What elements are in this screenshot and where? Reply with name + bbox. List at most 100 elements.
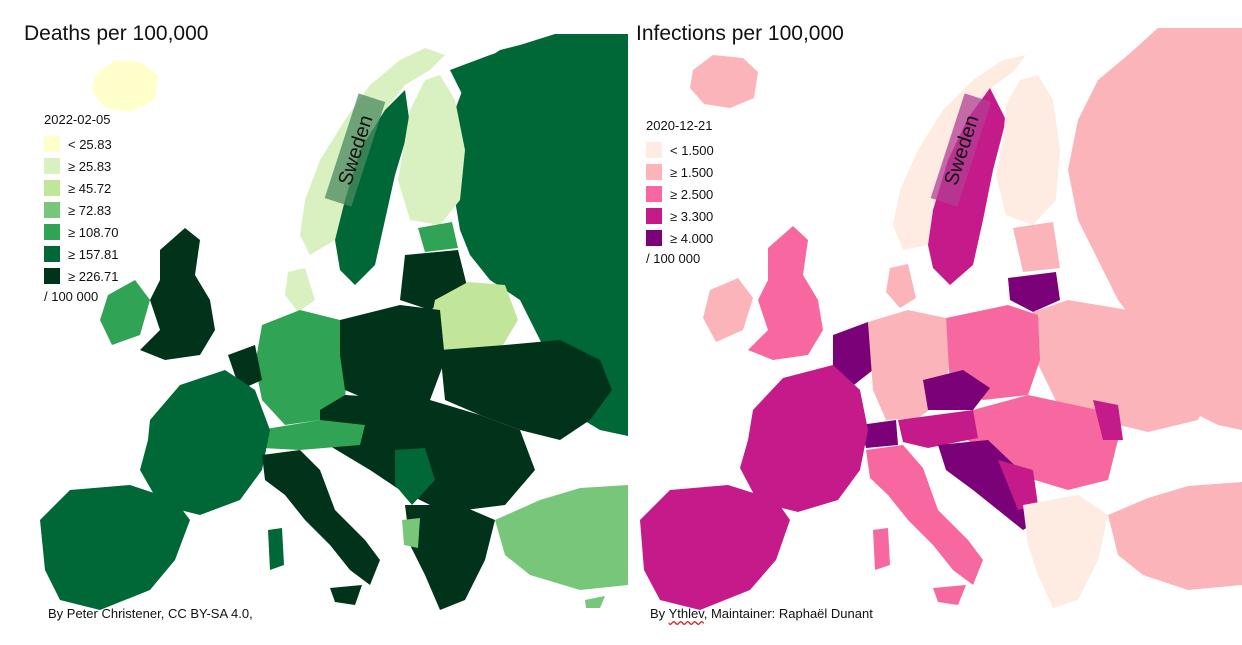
deaths-legend-label: ≥ 108.70	[68, 224, 119, 240]
deaths-legend: 2022-02-05 < 25.83 ≥ 25.83 ≥ 45.72 ≥ 72.83 ≥…	[44, 112, 119, 304]
region-austria	[260, 420, 365, 450]
region-france	[740, 365, 868, 512]
credit-suffix: , Maintainer: Raphaël Dunant	[703, 606, 873, 621]
infections-legend-swatch	[646, 164, 662, 180]
region-belarus	[430, 282, 518, 350]
region-italy	[866, 445, 983, 585]
region-uk	[140, 228, 215, 360]
region-sardinia	[268, 528, 284, 570]
deaths-legend-item: ≥ 157.81	[44, 243, 119, 265]
region-north-russia	[450, 45, 535, 110]
deaths-legend-item: ≥ 108.70	[44, 221, 119, 243]
region-turkey	[1108, 482, 1242, 590]
infections-map: Sweden	[640, 28, 1242, 610]
infections-legend-label: < 1.500	[670, 142, 714, 158]
region-norway	[893, 55, 1026, 250]
region-macedonia	[402, 518, 420, 548]
region-austria	[898, 410, 978, 448]
region-belarus-ukraine	[1033, 300, 1218, 432]
infections-legend: 2020-12-21 < 1.500 ≥ 1.500 ≥ 2.500 ≥ 3.300 ≥…	[646, 118, 714, 266]
region-uk	[748, 226, 823, 360]
deaths-legend-swatch	[44, 136, 60, 152]
deaths-legend-label: ≥ 45.72	[68, 180, 112, 196]
region-iberia	[640, 485, 790, 610]
infections-map-credit: By Ythlev, Maintainer: Raphaël Dunant	[650, 606, 873, 621]
credit-author: Ythlev	[668, 606, 704, 621]
deaths-legend-item: ≥ 45.72	[44, 177, 119, 199]
deaths-map-credit: By Peter Christener, CC BY-SA 4.0,	[48, 606, 253, 621]
deaths-legend-swatch	[44, 246, 60, 262]
region-serbia	[998, 460, 1038, 510]
deaths-legend-unit: / 100 000	[44, 289, 99, 304]
region-lithuania	[1008, 272, 1060, 312]
deaths-legend-label: ≥ 157.81	[68, 246, 119, 262]
region-benelux	[833, 322, 873, 388]
region-germany	[255, 310, 348, 425]
region-switzerland	[860, 420, 898, 448]
deaths-legend-swatch	[44, 268, 60, 284]
region-greece	[405, 505, 495, 610]
deaths-legend-label: ≥ 72.83	[68, 202, 112, 218]
infections-legend-label: ≥ 1.500	[670, 164, 714, 180]
deaths-legend-date: 2022-02-05	[44, 112, 111, 127]
region-france	[140, 370, 270, 515]
region-turkey	[495, 485, 628, 590]
deaths-legend-swatch	[44, 158, 60, 174]
deaths-legend-item: ≥ 226.71	[44, 265, 119, 287]
deaths-map-title: Deaths per 100,000	[24, 22, 209, 45]
infections-legend-label: ≥ 4.000	[670, 230, 714, 246]
region-ireland	[703, 278, 753, 342]
infections-legend-unit: / 100 000	[646, 251, 701, 266]
region-czechia	[923, 370, 990, 410]
deaths-map-panel: Sweden Deaths per 100,000 2022-02-05 < 2…	[24, 22, 628, 621]
infections-legend-item: ≥ 1.500	[646, 161, 714, 183]
infections-legend-item: ≥ 3.300	[646, 205, 714, 227]
deaths-legend-label: ≥ 226.71	[68, 268, 119, 284]
region-serbia	[395, 448, 435, 505]
region-iberia	[40, 485, 190, 610]
infections-legend-label: ≥ 3.300	[670, 208, 714, 224]
region-denmark	[285, 268, 315, 312]
region-ukraine	[440, 340, 612, 440]
deaths-map: Sweden	[40, 34, 628, 610]
region-greece	[1023, 495, 1108, 608]
credit-prefix: By	[650, 606, 669, 621]
deaths-legend-item: ≥ 72.83	[44, 199, 119, 221]
deaths-legend-label: ≥ 25.83	[68, 158, 112, 174]
infections-legend-item: ≥ 4.000	[646, 227, 714, 249]
infections-legend-swatch	[646, 208, 662, 224]
region-finland	[398, 75, 465, 225]
infections-legend-swatch	[646, 230, 662, 246]
deaths-legend-item: < 25.83	[44, 133, 119, 155]
region-sardinia	[873, 528, 890, 570]
deaths-legend-swatch	[44, 202, 60, 218]
region-sicily	[330, 585, 362, 605]
region-estonia	[418, 222, 458, 252]
deaths-legend-label: < 25.83	[68, 136, 112, 152]
region-denmark	[886, 264, 916, 308]
region-sweden	[928, 88, 1006, 285]
region-balkans	[938, 440, 1040, 530]
region-russia	[450, 34, 628, 436]
infections-map-panel: Sweden Infections per 100,000 2020-12-21…	[628, 0, 1242, 645]
region-norway	[300, 48, 445, 255]
infections-map-title: Infections per 100,000	[636, 22, 844, 45]
infections-legend-swatch	[646, 142, 662, 158]
infections-legend-item: ≥ 2.500	[646, 183, 714, 205]
region-moldova	[1093, 400, 1123, 440]
infections-legend-item: < 1.500	[646, 139, 714, 161]
deaths-legend-swatch	[44, 180, 60, 196]
region-sweden	[335, 90, 410, 285]
infections-legend-date: 2020-12-21	[646, 118, 713, 133]
region-iceland	[92, 60, 158, 112]
infections-legend-label: ≥ 2.500	[670, 186, 714, 202]
region-italy	[262, 450, 380, 585]
region-estonia-latvia	[1013, 222, 1060, 272]
region-ireland	[100, 280, 150, 345]
region-iceland	[690, 55, 758, 108]
region-cyprus	[585, 596, 605, 608]
region-sicily	[933, 585, 966, 605]
infections-legend-swatch	[646, 186, 662, 202]
region-russia	[1068, 28, 1242, 430]
deaths-legend-item: ≥ 25.83	[44, 155, 119, 177]
